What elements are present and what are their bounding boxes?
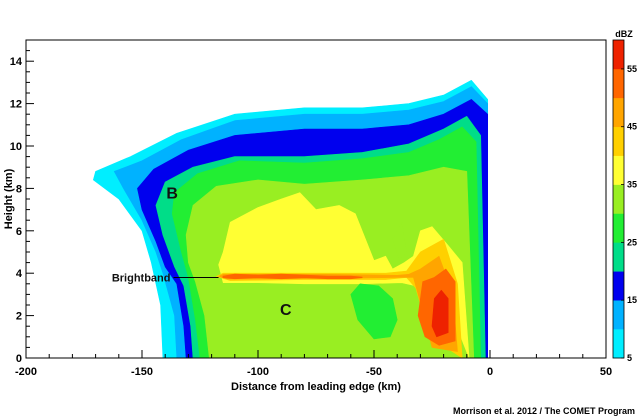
colorbar-segment — [613, 155, 624, 185]
colorbar-title: dBZ — [615, 29, 633, 39]
colorbar-segment — [613, 271, 624, 301]
y-tick-label: 12 — [10, 99, 22, 111]
contour-40-dbz — [215, 239, 463, 358]
y-tick-label: 6 — [16, 226, 22, 238]
colorbar-segment — [613, 126, 624, 156]
colorbar-tick-label: 15 — [627, 295, 637, 305]
annotation-b: B — [166, 186, 178, 203]
colorbar-segment — [613, 97, 624, 128]
contour-fill-layer — [93, 80, 488, 358]
y-tick-label: 8 — [16, 183, 22, 195]
colorbar-tick-label: 55 — [627, 64, 637, 74]
x-axis-title: Distance from leading edge (km) — [231, 381, 401, 393]
y-tick-label: 2 — [16, 311, 22, 323]
x-tick-label: -150 — [131, 366, 153, 378]
credit-text: Morrison et al. 2012 / The COMET Program — [453, 406, 635, 416]
colorbar-tick-label: 35 — [627, 180, 637, 190]
contour-55-dbz — [431, 289, 449, 338]
colorbar: 5 15 25 35 45 55 — [612, 39, 637, 363]
annotation-brightband: Brightband — [112, 272, 171, 284]
colorbar-segment — [613, 184, 624, 214]
y-tick-label: 0 — [16, 353, 22, 365]
bright-band-core — [222, 273, 363, 280]
y-tick-label: 4 — [16, 268, 23, 280]
x-tick-label: 50 — [600, 366, 612, 378]
y-tick-label: 10 — [10, 141, 22, 153]
colorbar-segment — [613, 300, 624, 330]
colorbar-segment — [613, 242, 624, 272]
y-axis: 0 2 4 6 8 10 12 14 — [10, 39, 34, 365]
inner-cell-1 — [392, 221, 407, 262]
annotations-layer: B C Brightband — [112, 186, 292, 320]
colorbar-segment — [613, 329, 624, 359]
colorbar-segment — [613, 68, 624, 99]
colorbar-frame — [612, 39, 625, 359]
colorbar-segment — [613, 40, 624, 70]
x-axis: -200 -150 -100 -50 0 50 — [15, 350, 612, 378]
y-tick-label: 14 — [10, 56, 23, 68]
colorbar-segment — [613, 213, 624, 243]
annotation-c: C — [280, 302, 292, 319]
x-tick-label: -50 — [366, 366, 382, 378]
x-tick-label: -200 — [15, 366, 37, 378]
y-axis-title: Height (km) — [3, 168, 15, 229]
x-tick-label: -100 — [247, 366, 269, 378]
colorbar-tick-label: 25 — [627, 237, 637, 247]
colorbar-tick-label: 45 — [627, 122, 637, 132]
x-tick-label: 0 — [487, 366, 493, 378]
inner-cell-0 — [350, 283, 398, 340]
colorbar-tick-label: 5 — [627, 353, 632, 363]
